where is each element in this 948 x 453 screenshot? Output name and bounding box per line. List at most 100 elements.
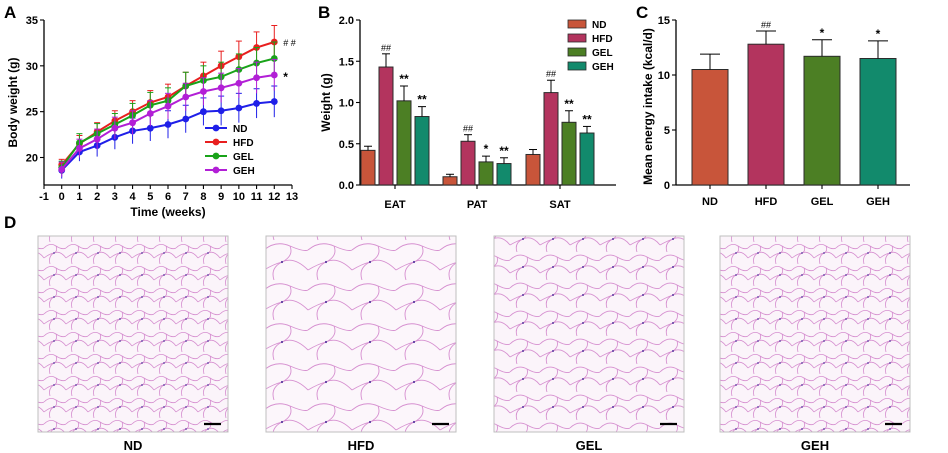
data-point xyxy=(111,124,119,132)
x-tick-label: 12 xyxy=(268,191,280,203)
legend-marker xyxy=(212,166,220,174)
bar-pat-hfd xyxy=(460,140,476,186)
significance-label: ## xyxy=(761,20,771,30)
bar-pat-geh xyxy=(496,163,512,186)
data-point xyxy=(164,102,172,110)
x-tick-label: 1 xyxy=(76,191,82,203)
data-point xyxy=(129,119,136,127)
data-point xyxy=(200,108,207,116)
micrograph-label-nd: ND xyxy=(124,438,143,453)
data-point xyxy=(270,55,278,62)
bar-eat-hfd xyxy=(378,66,394,186)
y-tick-label: 5 xyxy=(664,125,670,137)
data-point xyxy=(253,100,260,107)
legend-marker xyxy=(212,138,220,146)
panel-label-a: A xyxy=(4,3,16,22)
data-point xyxy=(93,135,101,143)
series-geh xyxy=(58,58,278,177)
significance-annotation: * xyxy=(283,70,288,84)
micrograph-panel: ND HFD GEL GEH xyxy=(37,235,911,453)
x-tick-label: 7 xyxy=(183,191,189,203)
x-category-label: PAT xyxy=(467,199,488,211)
micrograph-nd xyxy=(37,235,229,433)
y-axis-title: Mean energy intake (kcal/d) xyxy=(641,28,655,185)
legend-label: GEH xyxy=(233,166,255,177)
significance-label: ** xyxy=(399,72,409,86)
x-tick-label: -1 xyxy=(39,191,49,203)
bar-sat-nd xyxy=(525,153,541,186)
y-tick-label: 20 xyxy=(26,153,38,165)
data-point xyxy=(146,124,154,132)
x-tick-label: 6 xyxy=(165,191,171,203)
micrograph-hfd xyxy=(265,235,457,433)
x-category-label: GEL xyxy=(811,196,834,208)
data-point xyxy=(58,166,66,173)
x-category-label: SAT xyxy=(549,199,570,211)
x-tick-label: 11 xyxy=(251,191,263,203)
x-tick-label: 9 xyxy=(218,191,224,203)
significance-label: ** xyxy=(417,93,427,107)
panel-label-b: B xyxy=(318,3,330,22)
y-tick-label: 1.5 xyxy=(339,56,354,68)
bar-nd xyxy=(691,69,729,186)
y-tick-label: 1.0 xyxy=(339,98,354,110)
data-point xyxy=(235,104,243,112)
x-category-label: GEH xyxy=(866,196,890,208)
x-tick-label: 3 xyxy=(112,191,118,203)
data-point xyxy=(270,98,278,105)
bar-pat-gel xyxy=(478,161,494,186)
x-tick-label: 13 xyxy=(286,191,298,203)
data-point xyxy=(235,79,243,87)
significance-label: ## xyxy=(381,43,391,53)
significance-label: ** xyxy=(564,97,574,111)
micrograph-geh xyxy=(719,235,911,433)
bar-eat-nd xyxy=(360,149,376,186)
y-tick-label: 0 xyxy=(664,180,670,192)
bar-gel xyxy=(803,55,841,186)
micrograph-label-hfd: HFD xyxy=(348,438,375,453)
x-tick-label: 0 xyxy=(59,191,65,203)
data-point xyxy=(146,110,154,117)
legend-swatch xyxy=(567,19,587,29)
y-tick-label: 0.0 xyxy=(339,180,354,192)
bar-pat-nd xyxy=(442,176,458,186)
significance-label: ** xyxy=(582,112,592,126)
legend-label: HFD xyxy=(233,138,254,149)
y-tick-label: 2.0 xyxy=(339,15,354,27)
x-tick-label: 10 xyxy=(233,191,245,203)
panel-label-c: C xyxy=(636,3,648,22)
bar-eat-gel xyxy=(396,100,412,186)
legend-swatch xyxy=(567,33,587,43)
y-tick-label: 10 xyxy=(658,70,670,82)
y-tick-label: 0.5 xyxy=(339,139,354,151)
significance-label: ## xyxy=(463,124,473,134)
legend-label: GEL xyxy=(592,48,613,59)
data-point xyxy=(76,144,83,152)
data-point xyxy=(164,121,172,128)
x-tick-label: 2 xyxy=(94,191,100,203)
y-tick-label: 35 xyxy=(26,15,38,27)
significance-annotation: # # xyxy=(283,38,296,48)
y-tick-label: 25 xyxy=(26,107,38,119)
bar-sat-hfd xyxy=(543,92,559,186)
y-axis-title: Body weight (g) xyxy=(6,58,20,148)
x-category-label: ND xyxy=(702,196,718,208)
bar-hfd xyxy=(747,43,785,186)
bar-sat-geh xyxy=(579,132,595,186)
legend-label: HFD xyxy=(592,34,613,45)
x-category-label: HFD xyxy=(755,196,778,208)
data-point xyxy=(182,115,190,123)
micrograph-gel xyxy=(493,235,685,433)
data-point xyxy=(182,93,190,101)
data-point xyxy=(217,107,225,115)
micrograph-label-geh: GEH xyxy=(801,438,829,453)
x-axis-title: Time (weeks) xyxy=(130,205,205,219)
legend-marker xyxy=(212,152,220,160)
bar-geh xyxy=(859,58,897,186)
legend-swatch xyxy=(567,61,587,71)
significance-label: * xyxy=(484,142,489,156)
data-point xyxy=(217,84,225,92)
legend-label: GEH xyxy=(592,62,614,73)
